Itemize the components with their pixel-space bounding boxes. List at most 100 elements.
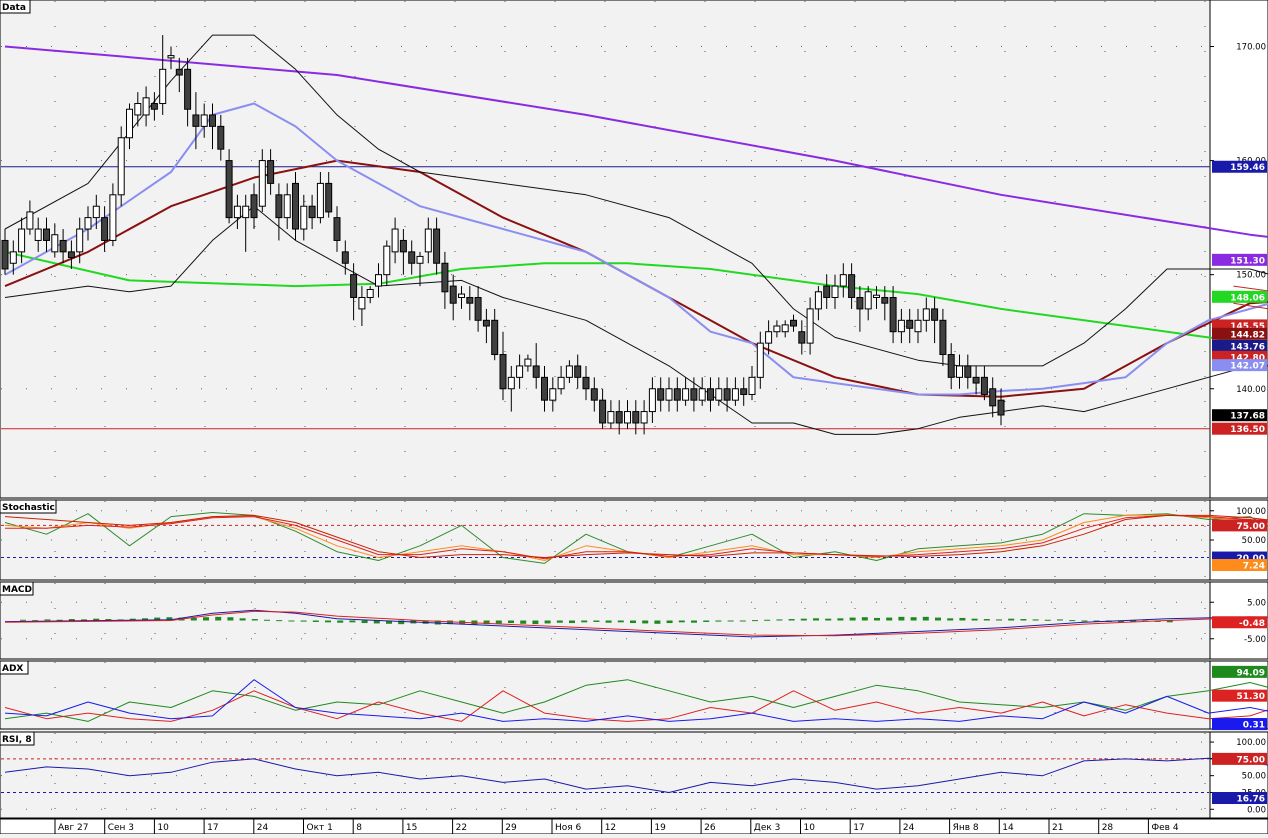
candle-body-up	[648, 388, 656, 413]
candle	[366, 286, 374, 304]
x-axis-frame	[0, 818, 1268, 835]
macd-hist-bar	[569, 620, 575, 624]
candle	[383, 240, 391, 287]
macd-hist-bar	[386, 620, 392, 624]
candle	[482, 308, 490, 344]
macd-hist-bar	[678, 620, 685, 623]
value-tag: 75.00	[1212, 752, 1267, 765]
candle-body-up	[258, 160, 266, 207]
candle	[59, 229, 67, 264]
x-tick-label: 24	[257, 823, 269, 833]
candle	[790, 314, 797, 332]
candle	[549, 377, 557, 412]
candle-body-up	[748, 376, 756, 395]
macd-hist-bar	[32, 620, 39, 622]
macd-hist-bar	[617, 620, 624, 623]
macd-hist-bar	[520, 620, 527, 624]
price-tag: 148.06	[1212, 290, 1267, 303]
macd-hist-bar	[983, 619, 990, 621]
value-tag-label: -0.48	[1239, 619, 1265, 629]
x-tick-label: Сен 3	[108, 823, 134, 833]
value-tag-label: 75.00	[1237, 522, 1265, 532]
candle	[698, 377, 706, 406]
candle	[283, 183, 291, 230]
candle-body-down	[997, 399, 1005, 416]
candle-body-down	[615, 411, 623, 424]
candle-body-down	[441, 262, 449, 293]
value-tag-label: 51.30	[1237, 692, 1265, 702]
candle-body-up	[507, 376, 515, 390]
candle	[258, 149, 266, 212]
candle-body-down	[823, 285, 831, 298]
macd-hist-bar	[1093, 620, 1100, 622]
candle	[657, 377, 665, 412]
candle-body-up	[34, 228, 42, 241]
x-tick-label: 17	[207, 823, 218, 833]
candle	[956, 354, 963, 389]
price-tag-label: 136.50	[1230, 425, 1265, 435]
macd-hist-bar	[1008, 618, 1015, 621]
price-tag: 143.76	[1212, 339, 1267, 352]
candle-body-down	[267, 160, 275, 184]
x-tick-label: 12	[605, 823, 616, 833]
macd-hist-bar	[593, 620, 600, 622]
candle	[217, 114, 225, 161]
candle-body-up	[698, 388, 706, 401]
candle-body-down	[632, 411, 640, 424]
candle-body-up	[607, 411, 615, 424]
price-tag-box	[1212, 339, 1267, 352]
x-tick-label: Фев 4	[1151, 823, 1178, 833]
series-stoch_d3	[4, 514, 1268, 558]
candle	[532, 343, 540, 389]
candle-body-down	[491, 319, 499, 356]
candle	[350, 263, 358, 321]
candle-body-down	[574, 365, 582, 378]
x-tick-label: Авг 27	[58, 823, 89, 833]
series-stoch_k	[4, 512, 1268, 564]
candle	[897, 308, 905, 344]
macd-hist-bar	[605, 620, 612, 623]
axis-layer: 170.00160.00150.00140.00100.0050.005.00-…	[0, 42, 1268, 835]
candle	[715, 377, 723, 406]
candle-body-down	[59, 239, 67, 253]
value-tag: -0.48	[1212, 616, 1267, 629]
candle	[682, 377, 690, 406]
macd-hist-bar	[691, 620, 697, 623]
candle-body-down	[690, 388, 698, 401]
candle-body-down	[740, 388, 748, 395]
price-tag-label: 148.06	[1230, 293, 1265, 303]
candle-body-up	[358, 296, 366, 310]
series-adx_line	[4, 679, 1268, 722]
macd-hist-bar	[105, 619, 112, 621]
candle-body-up	[873, 294, 880, 298]
candle-body-down	[67, 251, 75, 259]
candle-body-up	[18, 228, 26, 253]
y-tick-label: 0.00	[1247, 805, 1266, 815]
macd-hist-bar	[44, 619, 51, 621]
candle-body-up	[92, 205, 100, 219]
macd-hist-bar	[996, 619, 1002, 621]
macd-hist-bar	[776, 619, 783, 621]
candle	[167, 46, 175, 70]
candle	[848, 263, 856, 309]
candle	[9, 240, 17, 275]
macd-hist-bar	[874, 617, 880, 621]
value-tag-box	[1212, 616, 1267, 629]
macd-hist-bar	[251, 619, 258, 621]
macd-hist-bar	[56, 619, 63, 621]
panel-title-stoch: Stochastic	[0, 499, 57, 514]
candle-body-down	[350, 274, 358, 298]
candle	[723, 377, 731, 412]
candle-body-down	[790, 319, 797, 327]
candle-body-up	[839, 274, 847, 287]
x-tick-label: 10	[157, 823, 169, 833]
panel-frame	[0, 499, 1211, 581]
candle	[375, 263, 382, 298]
candle-body-up	[831, 285, 839, 298]
macd-hist-bar	[959, 617, 966, 621]
price-tag-label: 159.46	[1230, 163, 1265, 173]
candle-body-up	[383, 245, 391, 276]
macd-hist-bar	[434, 620, 441, 625]
candle	[980, 365, 988, 401]
